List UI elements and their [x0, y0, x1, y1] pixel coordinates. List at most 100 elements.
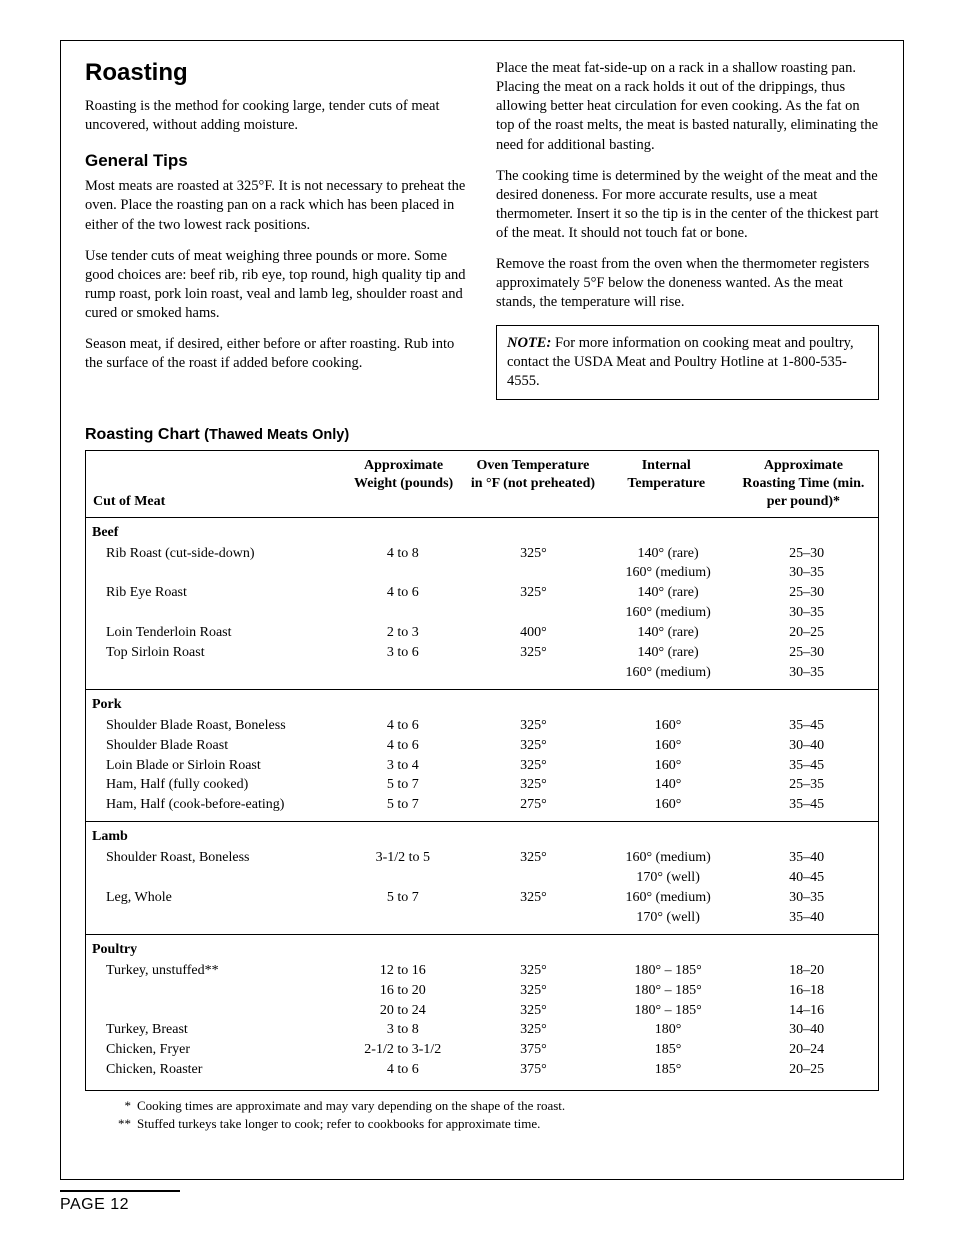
table-cell: 40–45: [735, 869, 878, 887]
table-cell: 30–35: [735, 604, 878, 622]
table-cell: Loin Blade or Sirloin Roast: [86, 757, 339, 775]
table-cell: Ham, Half (cook-before-eating): [86, 796, 339, 814]
table-cell: 25–30: [735, 584, 878, 602]
table-cell: 325°: [466, 962, 601, 980]
table-cell: 160°: [601, 796, 736, 814]
body-paragraph: Remove the roast from the oven when the …: [496, 255, 879, 312]
table-cell: 325°: [466, 545, 601, 563]
table-row: 160° (medium)30–35: [86, 603, 878, 623]
table-cell: 20–25: [735, 1061, 878, 1079]
right-column: Place the meat fat-side-up on a rack in …: [496, 59, 879, 400]
table-cell: Turkey, unstuffed**: [86, 962, 339, 980]
table-cell: 5 to 7: [339, 776, 466, 794]
table-cell: 325°: [466, 737, 601, 755]
table-row: 160° (medium)30–35: [86, 563, 878, 583]
tip-paragraph: Most meats are roasted at 325°F. It is n…: [85, 177, 468, 234]
table-cell: 325°: [466, 776, 601, 794]
footnotes: * Cooking times are approximate and may …: [85, 1097, 879, 1132]
chart-title-text: Roasting Chart: [85, 426, 200, 443]
table-cell: 325°: [466, 717, 601, 735]
table-cell: 185°: [601, 1041, 736, 1059]
table-cell: 4 to 6: [339, 737, 466, 755]
table-row: Rib Roast (cut-side-down)4 to 8325°140° …: [86, 544, 878, 564]
table-cell: 275°: [466, 796, 601, 814]
table-row: Leg, Whole5 to 7325°160° (medium)30–35: [86, 888, 878, 908]
note-box: NOTE: For more information on cooking me…: [496, 325, 879, 400]
table-cell: 12 to 16: [339, 962, 466, 980]
table-cell: 20 to 24: [339, 1002, 466, 1020]
table-cell: 25–30: [735, 644, 878, 662]
table-cell: Rib Roast (cut-side-down): [86, 545, 339, 563]
table-cell: 5 to 7: [339, 889, 466, 907]
table-cell: [339, 909, 466, 927]
table-section-label: Pork: [86, 689, 878, 716]
table-cell: Shoulder Roast, Boneless: [86, 849, 339, 867]
table-header-row: Cut of Meat Approximate Weight (pounds) …: [86, 451, 878, 518]
body-paragraph: The cooking time is determined by the we…: [496, 167, 879, 244]
table-cell: 35–45: [735, 717, 878, 735]
table-cell: 4 to 8: [339, 545, 466, 563]
table-cell: 160° (medium): [601, 564, 736, 582]
table-cell: Turkey, Breast: [86, 1021, 339, 1039]
table-cell: 160° (medium): [601, 889, 736, 907]
col-header-internal: Internal Temperature: [600, 457, 733, 511]
chart-title: Roasting Chart (Thawed Meats Only): [85, 426, 879, 444]
table-cell: 160° (medium): [601, 604, 736, 622]
table-cell: [466, 564, 601, 582]
page-frame: Roasting Roasting is the method for cook…: [60, 40, 904, 1180]
table-cell: 2-1/2 to 3-1/2: [339, 1041, 466, 1059]
footnote-marker: **: [115, 1115, 131, 1133]
body-paragraph: Place the meat fat-side-up on a rack in …: [496, 59, 879, 155]
table-cell: Shoulder Blade Roast: [86, 737, 339, 755]
table-cell: 325°: [466, 849, 601, 867]
table-cell: [466, 909, 601, 927]
note-label: NOTE:: [507, 335, 551, 351]
table-cell: 325°: [466, 757, 601, 775]
table-cell: 140° (rare): [601, 584, 736, 602]
table-cell: Rib Eye Roast: [86, 584, 339, 602]
two-column-layout: Roasting Roasting is the method for cook…: [85, 59, 879, 400]
table-cell: 20–24: [735, 1041, 878, 1059]
table-cell: 30–35: [735, 889, 878, 907]
roasting-chart-table: Cut of Meat Approximate Weight (pounds) …: [85, 450, 879, 1091]
table-cell: 325°: [466, 644, 601, 662]
table-cell: 325°: [466, 889, 601, 907]
table-cell: 160° (medium): [601, 849, 736, 867]
table-cell: 325°: [466, 1021, 601, 1039]
table-cell: 180°: [601, 1021, 736, 1039]
table-cell: 160°: [601, 717, 736, 735]
table-cell: [339, 564, 466, 582]
table-row: 16 to 20325°180° – 185°16–18: [86, 981, 878, 1001]
table-section-label: Poultry: [86, 934, 878, 961]
footnote-text: Stuffed turkeys take longer to cook; ref…: [137, 1115, 540, 1133]
table-cell: 25–35: [735, 776, 878, 794]
footnote: ** Stuffed turkeys take longer to cook; …: [115, 1115, 879, 1133]
table-cell: [86, 982, 339, 1000]
table-cell: 14–16: [735, 1002, 878, 1020]
table-cell: 35–40: [735, 849, 878, 867]
table-cell: 18–20: [735, 962, 878, 980]
table-cell: 375°: [466, 1041, 601, 1059]
table-cell: 30–40: [735, 1021, 878, 1039]
table-cell: [86, 604, 339, 622]
table-cell: 3 to 8: [339, 1021, 466, 1039]
footnote: * Cooking times are approximate and may …: [115, 1097, 879, 1115]
page-title: Roasting: [85, 59, 468, 87]
table-cell: 160° (medium): [601, 664, 736, 682]
table-body: BeefRib Roast (cut-side-down)4 to 8325°1…: [86, 518, 878, 1091]
table-section-label: Lamb: [86, 821, 878, 848]
table-row: 170° (well)40–45: [86, 868, 878, 888]
table-row: Shoulder Blade Roast, Boneless4 to 6325°…: [86, 716, 878, 736]
table-cell: 185°: [601, 1061, 736, 1079]
table-cell: 140°: [601, 776, 736, 794]
table-cell: 35–40: [735, 909, 878, 927]
col-header-cut: Cut of Meat: [90, 457, 341, 511]
col-header-weight: Approximate Weight (pounds): [341, 457, 466, 511]
table-cell: [86, 564, 339, 582]
table-cell: [86, 1002, 339, 1020]
chart-subtitle: (Thawed Meats Only): [204, 427, 349, 443]
table-cell: 325°: [466, 982, 601, 1000]
table-row: Loin Tenderloin Roast2 to 3400°140° (rar…: [86, 623, 878, 643]
table-cell: 160°: [601, 757, 736, 775]
table-row: Rib Eye Roast4 to 6325°140° (rare)25–30: [86, 583, 878, 603]
